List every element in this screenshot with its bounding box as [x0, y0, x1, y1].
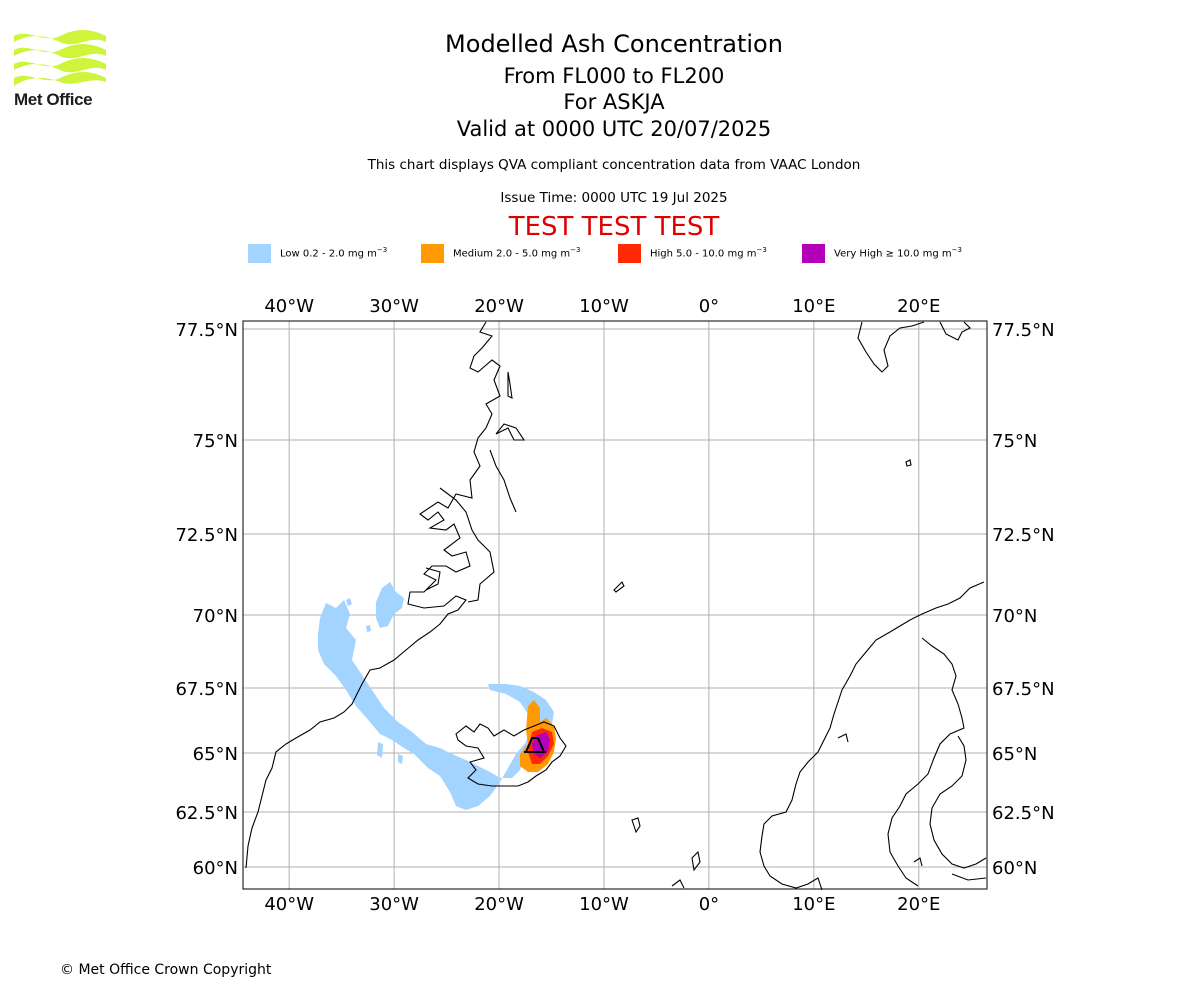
chart-title: Modelled Ash Concentration: [445, 30, 783, 58]
legend-swatch-low: [248, 244, 271, 263]
jan-mayen: [613, 581, 625, 593]
lat-tick-label-left: 65°N: [193, 744, 238, 765]
plume-low-north-patch: [376, 582, 404, 628]
met-office-wave-icon: [14, 30, 106, 86]
axis-labels: 40°W 40°W 30°W 30°W 20°W 20°W 10°W 10°W 0° 0° 10°E…: [175, 296, 1054, 915]
iceland-coast: [455, 721, 567, 787]
lat-tick-label-right: 75°N: [992, 431, 1037, 452]
lon-tick-label-bottom: 0°: [699, 894, 719, 915]
issue-time: Issue Time: 0000 UTC 19 Jul 2025: [500, 190, 728, 206]
lat-tick-label-left: 72.5°N: [175, 525, 238, 546]
lon-tick-label-top: 30°W: [369, 296, 419, 317]
scandinavia-interior: [887, 637, 965, 887]
greenland-inlet: [425, 567, 441, 591]
graticule: [243, 321, 987, 889]
plume-low-dot-4: [377, 742, 383, 758]
lon-tick-label-top: 10°E: [792, 296, 835, 317]
faroe-islands: [631, 817, 641, 834]
lon-tick-label-bottom: 10°E: [792, 894, 835, 915]
plume-low-dot-5: [398, 754, 403, 764]
lat-tick-label-right: 70°N: [992, 606, 1037, 627]
greenland-coast: [245, 321, 501, 869]
legend-label-very-high: Very High ≥ 10.0 mg m−3: [834, 246, 962, 260]
lat-tick-label-left: 75°N: [193, 431, 238, 452]
plume-low-dot-1: [346, 598, 352, 606]
legend-swatch-very-high: [802, 244, 825, 263]
svalbard-east: [939, 321, 971, 341]
greenland-fjord-4: [489, 449, 517, 513]
lon-tick-label-top: 10°W: [579, 296, 629, 317]
lon-tick-label-top: 40°W: [264, 296, 314, 317]
plume-low-dot-2: [366, 625, 371, 632]
greenland-fjord-1: [507, 371, 513, 399]
valid-time: Valid at 0000 UTC 20/07/2025: [456, 117, 772, 141]
lat-tick-label-right: 65°N: [992, 744, 1037, 765]
flight-level-range: From FL000 to FL200: [503, 64, 725, 88]
ash-map: 40°W 40°W 30°W 30°W 20°W 20°W 10°W 10°W 0° 0° 10°E…: [175, 296, 1054, 915]
sweden-coast: [929, 735, 987, 869]
qva-note: This chart displays QVA compliant concen…: [367, 157, 861, 173]
ash-plume-low: [318, 582, 554, 810]
norway-islands: [837, 733, 849, 743]
plume-low-area: [318, 600, 554, 810]
legend-swatch-high: [618, 244, 641, 263]
volcano-marker-askja: [524, 737, 546, 753]
lat-tick-label-left: 77.5°N: [175, 320, 238, 341]
lat-tick-label-right: 60°N: [992, 858, 1037, 879]
coastlines: [245, 321, 987, 891]
baltic-islands: [913, 857, 923, 867]
plume-low-dot-3: [332, 611, 336, 616]
lat-tick-label-left: 67.5°N: [175, 679, 238, 700]
copyright-notice: © Met Office Crown Copyright: [60, 962, 272, 978]
lat-tick-label-right: 67.5°N: [992, 679, 1055, 700]
volcano-name: For ASKJA: [563, 90, 665, 114]
met-office-logo: Met Office: [14, 30, 106, 112]
lat-tick-label-right: 62.5°N: [992, 803, 1055, 824]
finland-coast: [951, 873, 987, 881]
orkney-scotland: [671, 879, 685, 889]
lon-tick-label-bottom: 40°W: [264, 894, 314, 915]
volcano-icon: [524, 737, 546, 753]
lat-tick-label-left: 60°N: [193, 858, 238, 879]
lat-tick-label-right: 77.5°N: [992, 320, 1055, 341]
lon-tick-label-top: 20°W: [474, 296, 524, 317]
lon-tick-label-bottom: 20°E: [897, 894, 940, 915]
lon-tick-label-top: 0°: [699, 296, 719, 317]
lon-tick-label-bottom: 30°W: [369, 894, 419, 915]
bear-island: [905, 459, 912, 467]
legend-label-high: High 5.0 - 10.0 mg m−3: [650, 246, 767, 260]
lat-tick-label-right: 72.5°N: [992, 525, 1055, 546]
map-frame: [242, 320, 988, 890]
greenland-fjord-3: [439, 487, 495, 603]
svalbard: [857, 321, 925, 373]
lon-tick-label-top: 20°E: [897, 296, 940, 317]
test-banner: TEST TEST TEST: [508, 212, 720, 242]
lon-tick-label-bottom: 10°W: [579, 894, 629, 915]
legend-label-medium: Medium 2.0 - 5.0 mg m−3: [453, 246, 581, 260]
legend-swatch-medium: [421, 244, 444, 263]
logo-wordmark: Met Office: [14, 90, 93, 109]
norway-coast: [759, 581, 985, 891]
lon-tick-label-bottom: 20°W: [474, 894, 524, 915]
lat-tick-label-left: 62.5°N: [175, 803, 238, 824]
shetland: [691, 850, 701, 872]
legend-label-low: Low 0.2 - 2.0 mg m−3: [280, 246, 388, 260]
lat-tick-label-left: 70°N: [193, 606, 238, 627]
greenland-fjord-2: [495, 423, 526, 441]
